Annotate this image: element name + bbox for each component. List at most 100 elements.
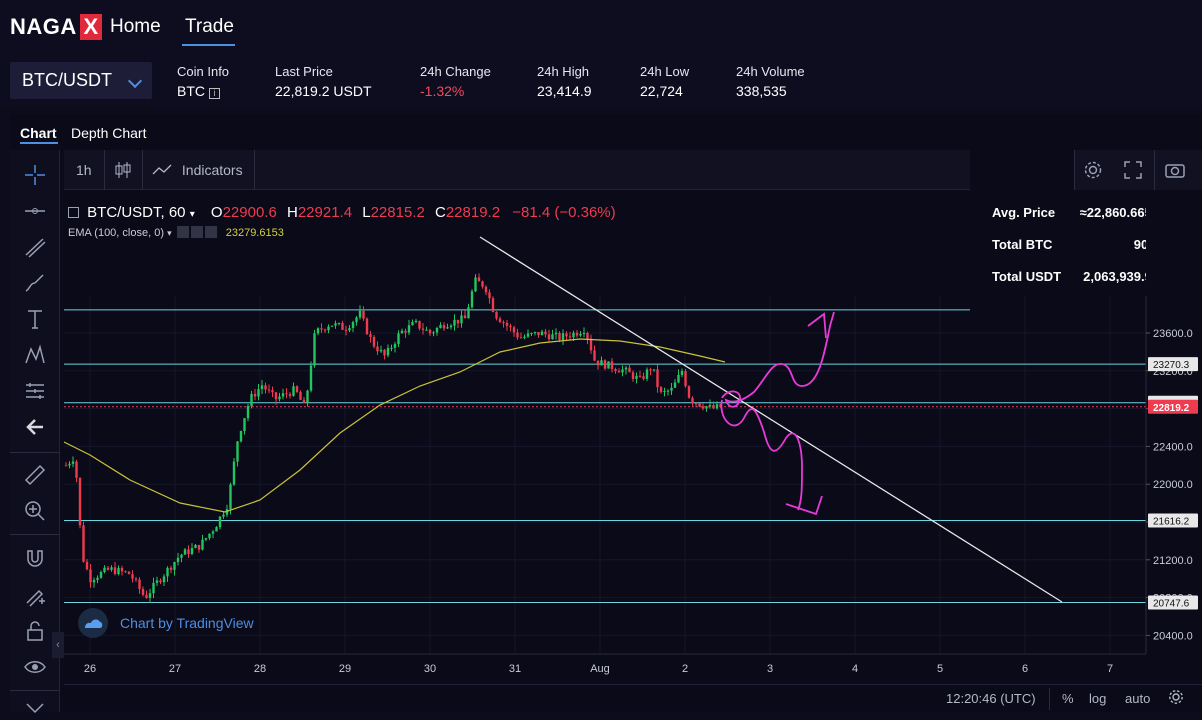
tradingview-badge[interactable]: Chart by TradingView	[78, 608, 258, 638]
collapse-toolbar-button[interactable]: ‹	[52, 632, 64, 658]
gear-icon[interactable]	[190, 226, 203, 238]
toolbar-divider	[10, 534, 60, 535]
indicators-button[interactable]: Indicators	[152, 162, 243, 178]
interval-selector[interactable]: 1h	[76, 162, 92, 178]
logo-text: NAGA	[10, 14, 77, 39]
toolbar-divider	[104, 150, 105, 190]
gear-icon[interactable]	[1168, 689, 1184, 708]
summary-label: Avg. Price	[992, 205, 1056, 220]
camera-icon[interactable]	[1164, 160, 1186, 180]
candle-body	[467, 307, 470, 319]
candles	[64, 273, 722, 603]
toolbar-divider	[1049, 688, 1050, 710]
chevron-down-icon[interactable]: ▾	[189, 209, 195, 220]
candle-body	[526, 333, 530, 337]
candle-body	[320, 328, 323, 330]
toolbar-divider	[10, 452, 60, 453]
fullscreen-icon[interactable]	[1122, 160, 1144, 180]
pair-selector[interactable]: BTC/USDT	[10, 62, 152, 99]
candle-body	[593, 350, 596, 361]
candle-body	[505, 322, 509, 326]
legend-change: −81.4 (−0.36%)	[512, 204, 616, 221]
crosshair-icon[interactable]	[22, 162, 48, 188]
candle-body	[99, 572, 103, 578]
candle-body	[610, 361, 614, 370]
candle-body	[75, 461, 78, 478]
candle-body	[183, 549, 187, 555]
candle-body	[638, 375, 642, 377]
percent-scale-toggle[interactable]: %	[1062, 691, 1074, 706]
candle-body	[673, 382, 677, 388]
candle-body	[453, 319, 456, 326]
ruler-icon[interactable]	[22, 462, 48, 488]
price-axis	[1146, 192, 1202, 684]
zoom-in-icon[interactable]	[22, 498, 48, 524]
chart-bottom-bar: 12:20:46 (UTC) % log auto	[64, 684, 1202, 712]
nav-home[interactable]: Home	[110, 16, 161, 37]
horizontal-line-icon[interactable]	[22, 198, 48, 224]
ema-label[interactable]: EMA (100, close, 0)	[68, 227, 164, 239]
candle-body	[495, 311, 498, 319]
tradingview-link[interactable]: Chart by TradingView	[120, 615, 254, 631]
candle-body	[400, 330, 404, 334]
legend-symbol[interactable]: BTC/USDT, 60	[87, 204, 186, 221]
text-tool-icon[interactable]	[22, 306, 48, 332]
stat-value: BTC	[177, 83, 205, 99]
clock-readout[interactable]: 12:20:46 (UTC)	[946, 691, 1036, 706]
candle-body	[631, 372, 635, 379]
candle-body	[250, 393, 253, 406]
auto-scale-toggle[interactable]: auto	[1125, 691, 1151, 706]
tab-chart[interactable]: Chart	[20, 125, 57, 141]
eye-icon[interactable]	[176, 226, 189, 238]
eye-icon[interactable]	[22, 654, 48, 680]
candle-body	[348, 328, 351, 331]
candle-body	[397, 333, 400, 345]
pattern-icon[interactable]	[22, 342, 48, 368]
candle-body	[418, 320, 421, 329]
candle-body	[386, 347, 390, 356]
candle-type-icon[interactable]	[114, 160, 132, 183]
naga-logo[interactable]: NAGA X	[10, 14, 102, 40]
legend-close: 22819.2	[445, 204, 501, 221]
measure-icon[interactable]	[22, 378, 48, 404]
lock-drawing-icon[interactable]	[22, 582, 48, 608]
nav-active-indicator	[182, 44, 235, 46]
tab-depth-chart[interactable]: Depth Chart	[71, 125, 147, 141]
magnet-icon[interactable]	[22, 546, 48, 572]
stat-label: Coin Info	[177, 64, 230, 79]
info-icon[interactable]: i	[209, 88, 220, 99]
annotation-up-arrowhead	[807, 312, 827, 339]
unlock-icon[interactable]	[22, 618, 48, 644]
candle-body	[89, 569, 92, 583]
stat-value: -1.32%	[420, 83, 465, 99]
close-icon[interactable]	[204, 226, 217, 238]
ema-line	[63, 338, 726, 513]
y-tick-label: 23600.0	[1153, 328, 1193, 340]
gear-icon[interactable]	[1082, 160, 1104, 180]
stat-24h-high: 24h High 23,414.9	[537, 64, 592, 99]
trend-line-icon[interactable]	[22, 234, 48, 260]
candle-body	[659, 387, 663, 392]
nav-trade[interactable]: Trade	[185, 16, 234, 37]
trend-line	[479, 236, 1063, 603]
arrow-left-icon[interactable]	[22, 414, 48, 440]
log-scale-toggle[interactable]: log	[1089, 691, 1107, 706]
price-label: 21616.2	[1153, 516, 1190, 527]
price-label-box	[1148, 513, 1198, 528]
brush-icon[interactable]	[22, 270, 48, 296]
annotation-up-path	[721, 311, 835, 408]
chart-axes: 23600.023200.022800.022400.022000.021600…	[64, 192, 1202, 684]
candle-body	[621, 369, 624, 373]
chevron-down-icon[interactable]: ▾	[167, 228, 172, 238]
candle-body	[215, 527, 218, 532]
candle-body	[127, 571, 131, 575]
collapse-legend-icon[interactable]	[68, 207, 79, 218]
toolbar-divider	[1154, 150, 1155, 190]
candle-body	[288, 394, 292, 396]
stat-value: 23,414.9	[537, 83, 592, 99]
stat-last-price: Last Price 22,819.2 USDT	[275, 64, 372, 99]
candle-body	[204, 538, 208, 540]
stat-24h-change: 24h Change -1.32%	[420, 64, 491, 99]
candle-body	[712, 404, 715, 409]
